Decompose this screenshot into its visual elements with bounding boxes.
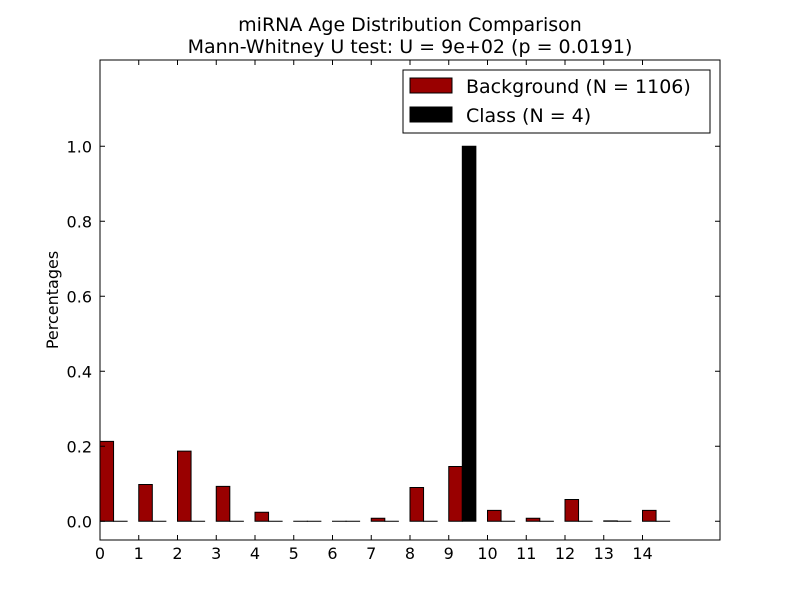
bar-background-11 [525,517,541,522]
x-tick-label: 1 [134,544,144,563]
chart-title: miRNA Age Distribution Comparison [238,14,582,36]
bar-background-0 [99,440,115,522]
y-tick-label: 0.2 [67,437,92,456]
x-tick-label: 5 [289,544,299,563]
legend-swatch-background [409,77,453,94]
legend-swatch-class [409,106,453,123]
x-tick-label: 11 [516,544,536,563]
ticks-layer: 0.00.20.40.60.81.00 1 2 3 4 5 6 7 8 9 10 11 12 13 14 [67,60,720,563]
legend-label-class: Class (N = 4) [466,105,591,127]
y-axis-label: Percentages [43,251,62,349]
x-tick-label: 14 [632,544,652,563]
y-tick-label: 0.6 [67,287,92,306]
bar-background-10 [487,509,502,522]
x-tick-label: 2 [172,544,182,563]
bar-background-1 [138,484,153,522]
legend: Background (N = 1106) Class (N = 4) [402,69,711,134]
bar-background-14 [642,509,657,522]
x-tick-label: 4 [250,544,260,563]
legend-label-background: Background (N = 1106) [466,76,691,98]
x-tick-label: 0 [95,544,105,563]
chart-subtitle: Mann-Whitney U test: U = 9e+02 (p = 0.01… [188,36,633,58]
y-tick-label: 1.0 [67,137,92,156]
bar-background-4 [254,511,270,522]
x-tick-label: 13 [594,544,614,563]
bars-layer [99,145,671,522]
x-tick-label: 9 [444,544,454,563]
x-tick-label: 7 [366,544,376,563]
bar-background-8 [409,487,425,522]
bar-background-9 [448,466,463,522]
x-tick-label: 6 [327,544,337,563]
y-tick-label: 0.0 [67,512,92,531]
y-tick-label: 0.8 [67,212,92,231]
bar-background-2 [177,450,192,522]
bar-class-9 [461,145,477,522]
y-tick-label: 0.4 [67,362,92,381]
legend-box [402,69,711,134]
x-tick-label: 10 [477,544,497,563]
x-tick-label: 8 [405,544,415,563]
bar-background-12 [564,499,580,522]
bar-background-3 [215,485,231,522]
x-tick-label: 12 [555,544,575,563]
bar-background-7 [370,517,386,522]
x-tick-label: 3 [211,544,221,563]
